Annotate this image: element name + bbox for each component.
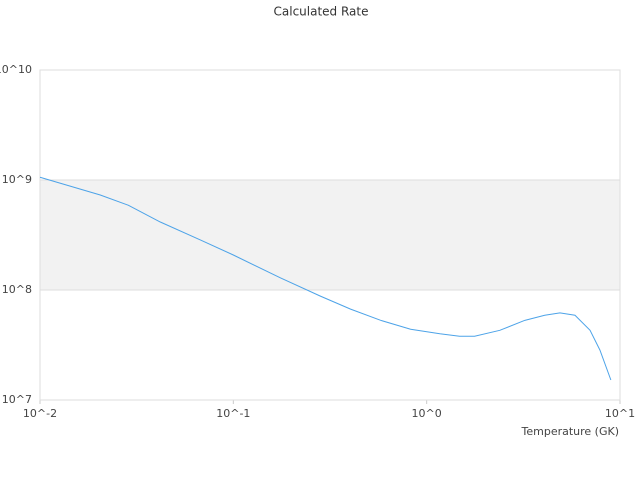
- x-tick-label: 10^0: [412, 407, 442, 420]
- y-tick-label: 10^8: [2, 283, 32, 296]
- x-tick-label: 10^1: [605, 407, 635, 420]
- y-tick-label: 10^7: [2, 393, 32, 406]
- y-tick-label: 10^9: [2, 173, 32, 186]
- chart-title: Calculated Rate: [274, 5, 369, 19]
- plot-frame: [39, 69, 621, 401]
- x-tick-label: 10^-1: [216, 407, 250, 420]
- y-tick-label: 10^10: [0, 63, 32, 76]
- data-line: [39, 176, 612, 381]
- grid-band: [40, 180, 620, 290]
- x-axis-label: Temperature (GK): [521, 425, 620, 438]
- x-tick-label: 10^-2: [23, 407, 57, 420]
